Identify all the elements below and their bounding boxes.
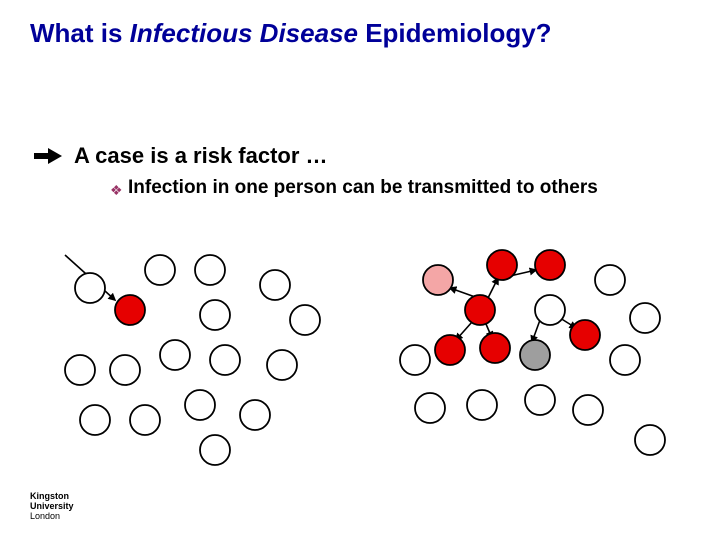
person-node xyxy=(110,355,140,385)
person-node xyxy=(240,400,270,430)
infected-node xyxy=(520,340,550,370)
person-node xyxy=(535,295,565,325)
infected-node xyxy=(535,250,565,280)
person-node xyxy=(210,345,240,375)
person-node xyxy=(290,305,320,335)
diagram-right xyxy=(390,240,690,480)
person-node xyxy=(525,385,555,415)
person-node xyxy=(75,273,105,303)
person-node xyxy=(573,395,603,425)
diagram-left xyxy=(60,240,360,480)
infected-node xyxy=(570,320,600,350)
person-node xyxy=(415,393,445,423)
infected-node xyxy=(115,295,145,325)
infected-node xyxy=(423,265,453,295)
slide-title: What is Infectious Disease Epidemiology? xyxy=(30,18,552,49)
infected-node xyxy=(465,295,495,325)
title-italic: Infectious Disease xyxy=(130,18,358,48)
person-node xyxy=(610,345,640,375)
arrow-bullet-icon xyxy=(34,148,62,169)
transmission-arrow xyxy=(532,320,540,342)
person-node xyxy=(160,340,190,370)
person-node xyxy=(65,355,95,385)
university-logo: Kingston University London xyxy=(30,492,74,522)
diamond-bullet-icon: ❖ xyxy=(110,182,120,192)
person-node xyxy=(635,425,665,455)
person-node xyxy=(130,405,160,435)
infected-node xyxy=(480,333,510,363)
transmission-arrow xyxy=(488,278,498,298)
title-pre: What is xyxy=(30,18,130,48)
main-bullet-text: A case is a risk factor … xyxy=(74,143,328,169)
person-node xyxy=(200,300,230,330)
person-node xyxy=(200,435,230,465)
person-node xyxy=(145,255,175,285)
logo-line3: London xyxy=(30,512,74,522)
person-node xyxy=(267,350,297,380)
person-node xyxy=(595,265,625,295)
person-node xyxy=(80,405,110,435)
person-node xyxy=(185,390,215,420)
infected-node xyxy=(435,335,465,365)
sub-bullet-text: Infection in one person can be transmitt… xyxy=(128,176,688,200)
infected-node xyxy=(487,250,517,280)
title-post: Epidemiology? xyxy=(358,18,552,48)
person-node xyxy=(195,255,225,285)
person-node xyxy=(467,390,497,420)
person-node xyxy=(400,345,430,375)
person-node xyxy=(630,303,660,333)
person-node xyxy=(260,270,290,300)
